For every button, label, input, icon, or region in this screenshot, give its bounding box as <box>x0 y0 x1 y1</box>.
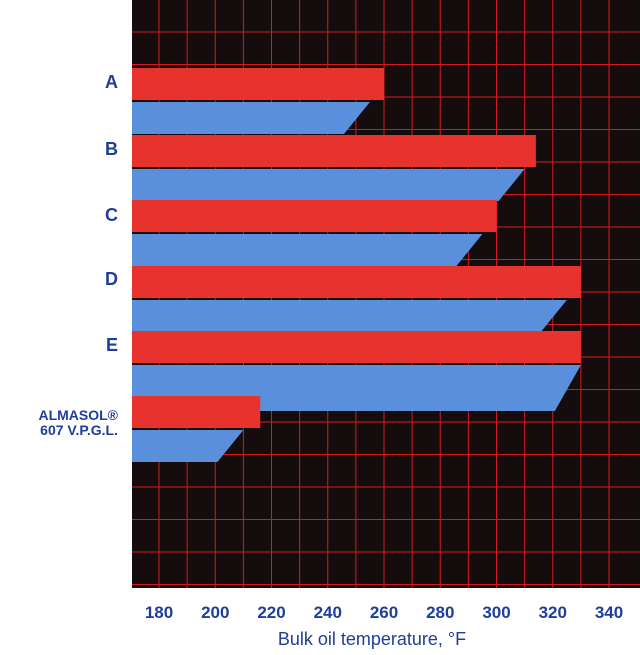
category-label: 607 V.P.G.L. <box>40 422 118 438</box>
category-label: D <box>105 269 118 289</box>
bar-red <box>132 331 581 363</box>
category-label: ALMASOL® <box>38 407 118 423</box>
bars <box>132 68 581 462</box>
category-label: C <box>105 205 118 225</box>
x-tick-label: 200 <box>201 603 229 622</box>
x-tick-label: 180 <box>145 603 173 622</box>
bar-blue <box>132 300 567 332</box>
bar-blue <box>132 234 483 266</box>
x-tick-label: 340 <box>595 603 623 622</box>
x-tick-label: 240 <box>314 603 342 622</box>
x-tick-label: 320 <box>539 603 567 622</box>
bar-blue <box>132 102 370 134</box>
bar-red <box>132 266 581 298</box>
bar-red <box>132 68 384 100</box>
x-tick-label: 260 <box>370 603 398 622</box>
x-axis-title: Bulk oil temperature, °F <box>278 629 466 649</box>
x-tick-label: 220 <box>257 603 285 622</box>
bar-red <box>132 135 536 167</box>
category-labels: A B C D E ALMASOL®607 V.P.G.L. <box>38 72 118 438</box>
category-label: B <box>105 139 118 159</box>
bar-red <box>132 396 261 428</box>
bar-blue <box>132 169 525 201</box>
x-tick-labels: 180 200 220 240 260 280 300 320 340 <box>145 603 623 622</box>
category-label: A <box>105 72 118 92</box>
category-label: E <box>106 335 118 355</box>
x-tick-label: 280 <box>426 603 454 622</box>
bar-red <box>132 200 497 232</box>
x-tick-label: 300 <box>482 603 510 622</box>
bar-blue <box>132 430 244 462</box>
